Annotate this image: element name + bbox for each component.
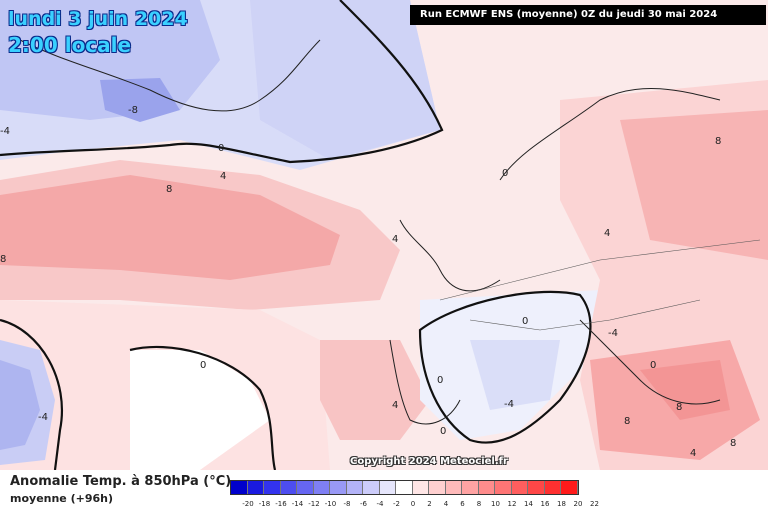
legend-footer: Anomalie Temp. à 850hPa (°C) moyenne (+9… — [0, 470, 768, 512]
copyright-text: Copyright 2024 Meteociel.fr — [350, 456, 508, 467]
scale-tick-label: 22 — [590, 500, 599, 508]
scale-tick-label: 16 — [540, 500, 550, 508]
contour-label: 8 — [715, 136, 721, 147]
scale-tick-label: 18 — [557, 500, 566, 508]
contour-label: -8 — [128, 105, 138, 116]
scale-swatch — [495, 481, 512, 494]
color-scale — [230, 480, 579, 495]
contour-label: 0 — [650, 360, 656, 371]
run-info-banner: Run ECMWF ENS (moyenne) 0Z du jeudi 30 m… — [410, 5, 766, 25]
contour-label: -4 — [38, 412, 48, 423]
scale-tick-label: -16 — [275, 500, 287, 508]
contour-label: 8 — [676, 402, 682, 413]
contour-label: 4 — [690, 448, 696, 459]
scale-tick-label: -14 — [291, 500, 304, 508]
scale-tick-label: -4 — [376, 500, 384, 508]
legend-title: Anomalie Temp. à 850hPa (°C) — [10, 474, 232, 489]
scale-swatch — [231, 481, 248, 494]
scale-swatch — [561, 481, 578, 494]
contour-label: 8 — [624, 416, 630, 427]
contour-label: 8 — [166, 184, 172, 195]
scale-tick-label: 2 — [427, 500, 432, 508]
scale-swatch — [247, 481, 264, 494]
contour-label: 0 — [522, 316, 528, 327]
scale-swatch — [280, 481, 297, 494]
scale-tick-label: -2 — [393, 500, 400, 508]
contour-label: 0 — [502, 168, 508, 179]
scale-swatch — [462, 481, 479, 494]
scale-tick-label: 6 — [460, 500, 465, 508]
scale-swatch — [363, 481, 380, 494]
scale-tick-label: -20 — [242, 500, 254, 508]
scale-swatch — [396, 481, 413, 494]
temperature-anomaly-map: -8 0 4 8 0 8 4 4 8 0 0 -4 0 -4 0 0 -4 8 … — [0, 0, 768, 470]
scale-tick-label: 4 — [443, 500, 449, 508]
scale-swatch — [264, 481, 281, 494]
scale-swatch — [330, 481, 347, 494]
scale-tick-label: 12 — [507, 500, 517, 508]
contour-label: 8 — [730, 438, 736, 449]
contour-label: 4 — [604, 228, 610, 239]
scale-tick-label: -6 — [360, 500, 367, 508]
scale-swatch — [297, 481, 314, 494]
scale-tick-label: 8 — [476, 500, 482, 508]
contour-label: 8 — [0, 254, 6, 265]
scale-tick-label: 0 — [410, 500, 416, 508]
scale-swatch — [346, 481, 363, 494]
contour-label: 4 — [392, 400, 398, 411]
scale-tick-label: -8 — [343, 500, 351, 508]
forecast-date: lundi 3 juin 2024 — [8, 8, 188, 30]
legend-subtitle: moyenne (+96h) — [10, 492, 114, 505]
contour-label: -4 — [608, 328, 618, 339]
scale-tick-label: 14 — [524, 500, 533, 508]
scale-tick-label: -12 — [308, 500, 320, 508]
scale-ticks: -20 -18 -16 -14 -12 -10 -8 -6 -4 -2 0 2 4 6 8 10 12 14 16 1… — [230, 500, 599, 510]
contour-label: 0 — [200, 360, 206, 371]
scale-swatch — [412, 481, 429, 494]
scale-swatch — [313, 481, 330, 494]
forecast-time: 2:00 locale — [8, 33, 132, 57]
scale-tick-label: -10 — [324, 500, 337, 508]
contour-label: 0 — [440, 426, 446, 437]
scale-swatch — [511, 481, 528, 494]
contour-label: 4 — [220, 171, 226, 182]
contour-label: 0 — [437, 375, 443, 386]
scale-swatch — [429, 481, 446, 494]
contour-label: 0 — [218, 143, 224, 154]
scale-swatch — [379, 481, 396, 494]
scale-swatch — [528, 481, 545, 494]
scale-swatch — [544, 481, 561, 494]
scale-swatch — [478, 481, 495, 494]
scale-tick-label: -18 — [258, 500, 271, 508]
scale-tick-label: 10 — [491, 500, 500, 508]
scale-swatch — [445, 481, 462, 494]
contour-label: -4 — [504, 399, 514, 410]
contour-label: 4 — [392, 234, 398, 245]
contour-label: -4 — [0, 126, 10, 137]
scale-tick-label: 20 — [573, 500, 583, 508]
